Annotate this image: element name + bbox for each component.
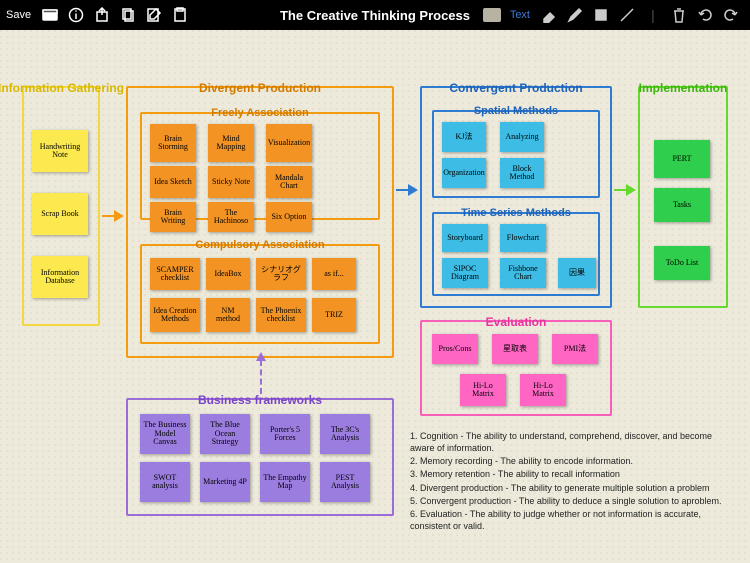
separator-icon: | — [643, 5, 663, 25]
page-title: The Creative Thinking Process — [280, 8, 470, 23]
definition-line: 6. Evaluation - The ability to judge whe… — [410, 508, 732, 532]
sticky-note[interactable]: Fishbone Chart — [500, 258, 546, 288]
sticky-note[interactable]: SWOT analysis — [140, 462, 190, 502]
sticky-note[interactable]: as if... — [312, 258, 356, 290]
sticky-note[interactable]: ToDo List — [654, 246, 710, 280]
sticky-note[interactable]: PERT — [654, 140, 710, 178]
arrow-right-icon — [626, 184, 636, 196]
sticky-note[interactable]: Storyboard — [442, 224, 488, 252]
sticky-note[interactable]: Mandala Chart — [266, 166, 312, 198]
sticky-note[interactable]: The Phoenix checklist — [256, 298, 306, 332]
definition-line: 3. Memory retention - The ability to rec… — [410, 468, 732, 480]
sticky-note[interactable]: Flowchart — [500, 224, 546, 252]
group-title: Time Series Methods — [459, 207, 573, 219]
sticky-note[interactable]: 因果 — [558, 258, 596, 288]
pen-icon[interactable] — [617, 5, 637, 25]
undo-icon[interactable] — [695, 5, 715, 25]
card-icon[interactable] — [40, 5, 60, 25]
definition-line: 1. Cognition - The ability to understand… — [410, 430, 732, 454]
sticky-note[interactable]: Sticky Note — [208, 166, 254, 198]
sticky-note[interactable]: SIPOC Diagram — [442, 258, 488, 288]
sticky-note[interactable]: シナリオグラフ — [256, 258, 306, 290]
brush-icon[interactable] — [565, 5, 585, 25]
sticky-note[interactable]: Brain Storming — [150, 124, 196, 162]
sticky-note[interactable]: Handwriting Note — [32, 130, 88, 172]
edit-icon[interactable] — [144, 5, 164, 25]
group-title: Evaluation — [484, 315, 549, 329]
sticky-note[interactable]: Tasks — [654, 188, 710, 222]
save-button[interactable]: Save — [6, 9, 31, 21]
group-title: Compulsory Association — [193, 239, 326, 251]
sticky-note[interactable]: Idea Sketch — [150, 166, 196, 198]
sticky-note[interactable]: SCAMPER checklist — [150, 258, 200, 290]
copy-icon[interactable] — [118, 5, 138, 25]
arrow-right-icon — [396, 189, 408, 191]
sticky-note[interactable]: Mind Mapping — [208, 124, 254, 162]
sticky-note[interactable]: Information Database — [32, 256, 88, 298]
sticky-note[interactable]: PEST Analysis — [320, 462, 370, 502]
arrow-up-icon — [260, 360, 262, 394]
sticky-note[interactable]: Pros/Cons — [432, 334, 478, 364]
definition-line: 2. Memory recording - The ability to enc… — [410, 455, 732, 467]
group-title: Convergent Production — [447, 81, 584, 95]
sticky-note[interactable]: The Blue Ocean Strategy — [200, 414, 250, 454]
sticky-note[interactable]: The Hachinoso — [208, 202, 254, 232]
toolbar: Save The Creative Thinking Process Text … — [0, 0, 750, 30]
arrow-right-icon — [614, 189, 626, 191]
sticky-note[interactable]: TRIZ — [312, 298, 356, 332]
sticky-note[interactable]: Marketing 4P — [200, 462, 250, 502]
sticky-note[interactable]: Six Option — [266, 202, 312, 232]
sticky-note[interactable]: Idea Creation Methods — [150, 298, 200, 332]
group-title: Information Gathering — [0, 81, 126, 95]
arrow-right-icon — [102, 215, 114, 217]
group-title: Freely Association — [209, 107, 310, 119]
sticky-note[interactable]: The 3C's Analysis — [320, 414, 370, 454]
arrow-right-icon — [114, 210, 124, 222]
definition-line: 5. Convergent production - The ability t… — [410, 495, 732, 507]
info-icon[interactable] — [66, 5, 86, 25]
definition-line: 4. Divergent production - The ability to… — [410, 482, 732, 494]
toolbar-right-group: Text | — [480, 5, 744, 25]
sticky-note[interactable]: Organization — [442, 158, 486, 188]
sticky-note[interactable]: Hi-Lo Matrix — [460, 374, 506, 406]
shape-icon[interactable] — [591, 5, 611, 25]
redo-icon[interactable] — [721, 5, 741, 25]
sticky-note[interactable]: Block Method — [500, 158, 544, 188]
sticky-note[interactable]: The Business Model Canvas — [140, 414, 190, 454]
sticky-note[interactable]: Hi-Lo Matrix — [520, 374, 566, 406]
sticky-note[interactable]: Visualization — [266, 124, 312, 162]
group-title: Divergent Production — [197, 81, 323, 95]
sticky-note[interactable]: Scrap Book — [32, 193, 88, 235]
sticky-note[interactable]: PMI法 — [552, 334, 598, 364]
text-tool-button[interactable]: Text — [510, 9, 530, 21]
group-title: Business frameworks — [196, 393, 324, 407]
trash-icon[interactable] — [669, 5, 689, 25]
arrow-up-icon — [256, 352, 266, 361]
definitions-text: 1. Cognition - The ability to understand… — [410, 430, 732, 533]
canvas[interactable]: Information Gathering Handwriting Note Scr… — [0, 30, 750, 563]
note-color-chip[interactable] — [483, 8, 501, 22]
clipboard-icon[interactable] — [170, 5, 190, 25]
group-title: Spatial Methods — [472, 105, 560, 117]
sticky-note[interactable]: 星取表 — [492, 334, 538, 364]
sticky-note[interactable]: NM method — [206, 298, 250, 332]
sticky-note[interactable]: Brain Writing — [150, 202, 196, 232]
sticky-note[interactable]: Porter's 5 Forces — [260, 414, 310, 454]
sticky-note[interactable]: KJ法 — [442, 122, 486, 152]
arrow-right-icon — [408, 184, 418, 196]
share-icon[interactable] — [92, 5, 112, 25]
group-title: Implementation — [637, 81, 730, 95]
sticky-note[interactable]: The Empathy Map — [260, 462, 310, 502]
sticky-note[interactable]: IdeaBox — [206, 258, 250, 290]
sticky-note[interactable]: Analyzing — [500, 122, 544, 152]
eraser-icon[interactable] — [539, 5, 559, 25]
